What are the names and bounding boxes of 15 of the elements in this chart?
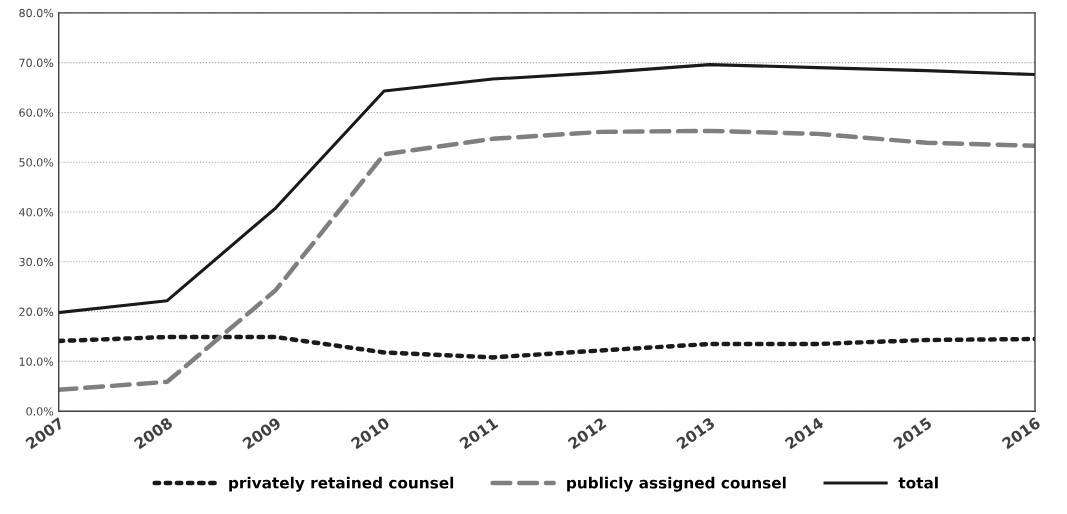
y-tick-label: 10.0% bbox=[19, 357, 54, 366]
y-tick-label: 40.0% bbox=[19, 208, 54, 217]
y-tick-label: 80.0% bbox=[19, 8, 54, 18]
y-tick-label: 0.0% bbox=[26, 407, 54, 416]
y-tick-label: 60.0% bbox=[19, 108, 54, 117]
y-tick-label: 30.0% bbox=[19, 257, 54, 267]
line-series bbox=[58, 334, 1035, 360]
line-series bbox=[58, 63, 1035, 315]
y-tick-label: 70.0% bbox=[19, 58, 54, 68]
legend-label: privately retained counsel bbox=[229, 476, 454, 492]
legend-label: total bbox=[898, 476, 938, 489]
legend-label: publicly assigned counsel bbox=[567, 476, 786, 492]
y-tick-label: 50.0% bbox=[19, 158, 54, 167]
line-series bbox=[58, 128, 1035, 393]
y-tick-label: 20.0% bbox=[19, 307, 54, 316]
